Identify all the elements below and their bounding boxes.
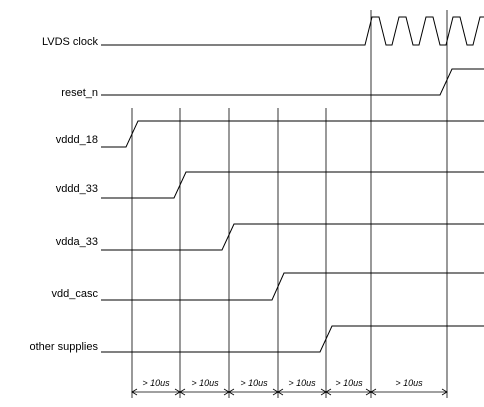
interval-label: > 10us	[335, 378, 363, 388]
waveform-reset-n	[101, 68, 484, 96]
signal-label-lvds-clock: LVDS clock	[42, 36, 99, 48]
interval-label: > 10us	[395, 378, 423, 388]
waveform-lvds-clock	[101, 16, 484, 46]
interval-arrows	[131, 388, 448, 396]
signal-label-vdd-casc: vdd_casc	[52, 288, 99, 300]
signal-label-vddd-18: vddd_18	[56, 134, 98, 146]
signal-label-vdda-33: vdda_33	[56, 236, 98, 248]
interval-label: > 10us	[240, 378, 268, 388]
waveform-vddd-18	[101, 120, 484, 148]
signal-label-other-supplies: other supplies	[30, 341, 99, 353]
signal-label-vddd-33: vddd_33	[56, 183, 98, 195]
interval-label: > 10us	[142, 378, 170, 388]
waveform-other-supplies	[101, 325, 484, 353]
waveform-vdd-casc	[101, 272, 484, 301]
waveform-vddd-33	[101, 171, 484, 199]
signal-label-reset-n: reset_n	[61, 87, 98, 99]
interval-label: > 10us	[191, 378, 219, 388]
interval-label: > 10us	[288, 378, 316, 388]
waveform-vdda-33	[101, 223, 484, 251]
